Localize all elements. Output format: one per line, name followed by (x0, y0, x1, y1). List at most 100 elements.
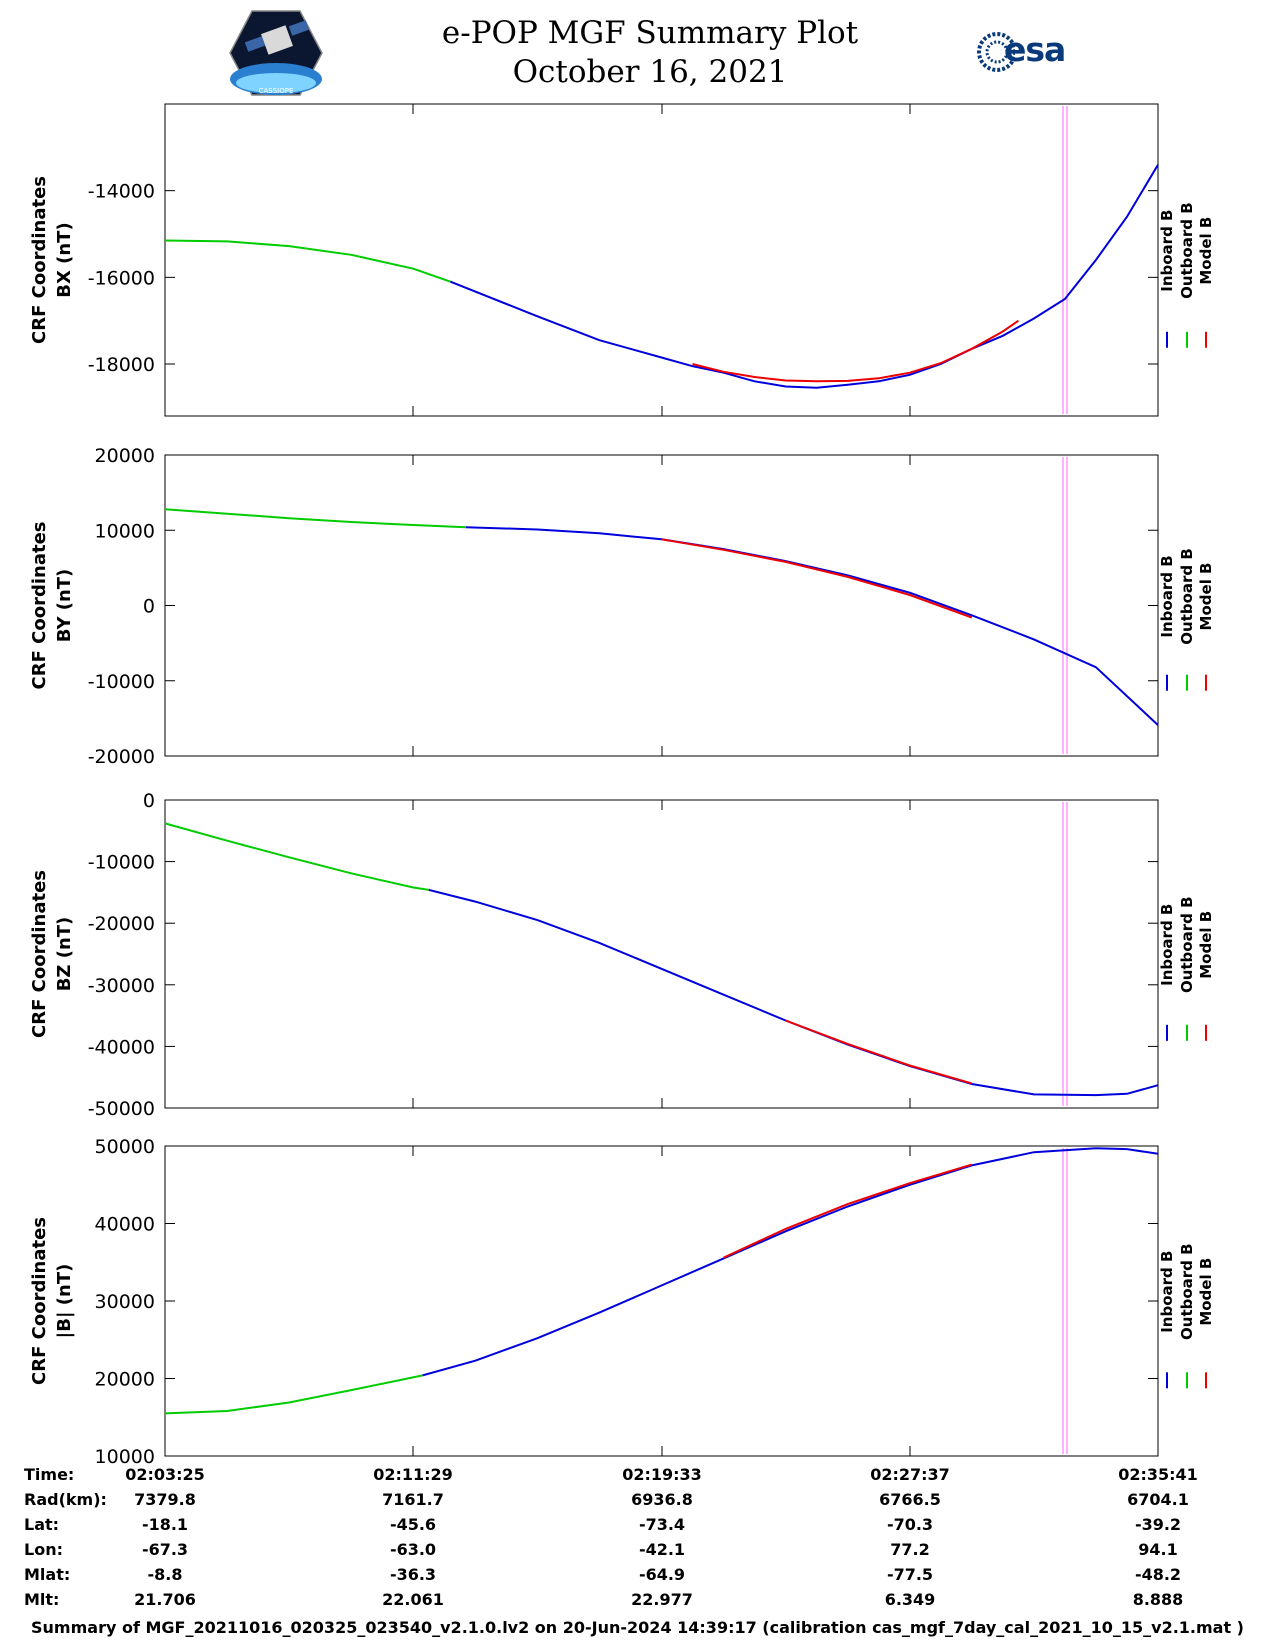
series-line-model-b (723, 1163, 973, 1259)
y-tick-label: 0 (143, 790, 155, 812)
ephemeris-value: -77.5 (886, 1565, 934, 1584)
y-tick-label: -20000 (88, 913, 155, 935)
y-axis-label: CRF Coordinates (29, 176, 50, 344)
panel-2: 20000 10000 0 -10000 -20000 CRF Coordinates BY… (29, 445, 1215, 768)
y-axis-label: CRF Coordinates (29, 522, 50, 690)
legend-label: Inboard B (1158, 1251, 1176, 1333)
y-tick-label: -16000 (88, 267, 155, 289)
legend-label: Outboard B (1178, 896, 1196, 993)
ephemeris-value: -48.2 (1134, 1565, 1182, 1584)
cassiope-logo: CASSIOPE (228, 9, 324, 97)
ephemeris-value: 6704.1 (1127, 1490, 1189, 1509)
panel-3: 0 -10000 -20000 -30000 -40000 -50000 CRF Coord… (29, 790, 1215, 1120)
y-axis-label: CRF Coordinates (29, 1217, 50, 1385)
legend-label: Inboard B (1158, 555, 1176, 637)
legend-label: Inboard B (1158, 210, 1176, 292)
ephemeris-value: 02:19:33 (622, 1465, 702, 1484)
ephemeris-row-label: Mlt: (24, 1590, 60, 1609)
legend-label: Model B (1197, 217, 1215, 285)
ephemeris-value: -39.2 (1134, 1515, 1182, 1534)
series-line-model-b (661, 538, 973, 619)
ephemeris-value: 6.349 (884, 1590, 936, 1609)
ephemeris-value: -42.1 (638, 1540, 686, 1559)
ephemeris-value: -18.1 (141, 1515, 189, 1534)
ephemeris-value: -67.3 (141, 1540, 189, 1559)
ephemeris-value: -63.0 (389, 1540, 437, 1559)
ephemeris-row-label: Mlat: (24, 1565, 71, 1584)
ephemeris-value: 22.061 (382, 1590, 444, 1609)
y-axis-label: BZ (nT) (54, 917, 75, 992)
ephemeris-value: -36.3 (389, 1565, 437, 1584)
legend-label: Outboard B (1178, 548, 1196, 645)
ephemeris-value: 02:03:25 (125, 1465, 205, 1484)
ephemeris-value: 02:35:41 (1118, 1465, 1198, 1484)
y-tick-label: -10000 (88, 671, 155, 693)
ephemeris-value: -70.3 (886, 1515, 934, 1534)
series-line-inboard-b (465, 526, 1159, 726)
ephemeris-row-label: Time: (24, 1465, 75, 1484)
y-tick-label: 30000 (95, 1291, 155, 1313)
plot-frame (164, 1145, 1159, 1457)
series-line-inboard-b (422, 1147, 1159, 1377)
y-tick-label: 10000 (95, 1446, 155, 1468)
y-tick-label: -50000 (88, 1098, 155, 1120)
legend-label: Outboard B (1178, 202, 1196, 299)
series-line-inboard-b (450, 164, 1159, 389)
ephemeris-value: 8.888 (1132, 1590, 1184, 1609)
page-date: October 16, 2021 (512, 54, 788, 90)
esa-logo (975, 30, 1095, 74)
page-title: e-POP MGF Summary Plot (441, 15, 859, 51)
y-tick-label: -30000 (88, 975, 155, 997)
series-line-outboard-b (164, 822, 429, 891)
series-line-outboard-b (164, 239, 451, 283)
ephemeris-row-label: Rad(km): (24, 1490, 107, 1509)
legend-label: Model B (1197, 1258, 1215, 1326)
y-tick-label: -40000 (88, 1036, 155, 1058)
footer-summary: Summary of MGF_20211016_020325_023540_v2… (31, 1618, 1244, 1637)
y-axis-label: CRF Coordinates (29, 870, 50, 1038)
y-axis-label: BX (nT) (54, 222, 75, 297)
esa-logo-text: esa (1004, 30, 1066, 69)
ephemeris-value: 21.706 (134, 1590, 196, 1609)
y-tick-label: -10000 (88, 852, 155, 874)
legend-label: Model B (1197, 911, 1215, 979)
series-line-inboard-b (428, 888, 1159, 1097)
ephemeris-value: -45.6 (389, 1515, 437, 1534)
y-axis-label: BY (nT) (54, 569, 75, 643)
ephemeris-value: 02:11:29 (373, 1465, 453, 1484)
ephemeris-row-label: Lon: (24, 1540, 63, 1559)
plot-frame (164, 454, 1159, 757)
ephemeris-value: 02:27:37 (870, 1465, 950, 1484)
ephemeris-value: 77.2 (890, 1540, 930, 1559)
ephemeris-value: -64.9 (638, 1565, 686, 1584)
panel-4: 50000 40000 30000 20000 10000 CRF Coordinates… (29, 1136, 1215, 1468)
y-tick-label: 20000 (95, 445, 155, 467)
title-block: e-POP MGF Summary Plot October 16, 2021 (380, 14, 920, 92)
legend-label: Outboard B (1178, 1243, 1196, 1340)
series-line-model-b (692, 319, 1019, 383)
legend-label: Inboard B (1158, 904, 1176, 986)
ephemeris-value: 7379.8 (134, 1490, 196, 1509)
legend-label: Model B (1197, 562, 1215, 630)
ephemeris-value: 94.1 (1138, 1540, 1178, 1559)
ephemeris-value: 6766.5 (879, 1490, 941, 1509)
y-tick-label: 20000 (95, 1369, 155, 1391)
y-tick-label: 40000 (95, 1214, 155, 1236)
ephemeris-value: 22.977 (631, 1590, 693, 1609)
panel-1: -14000 -16000 -18000 CRF Coordinates BX (nT)… (29, 103, 1215, 417)
y-tick-label: -20000 (88, 746, 155, 768)
ephemeris-value: 6936.8 (631, 1490, 693, 1509)
logo-left-text: CASSIOPE (259, 87, 294, 95)
ephemeris-row-label: Lat: (24, 1515, 60, 1534)
y-tick-label: 10000 (95, 520, 155, 542)
ephemeris-value: -8.8 (147, 1565, 183, 1584)
ephemeris-value: 7161.7 (382, 1490, 444, 1509)
y-tick-label: 50000 (95, 1136, 155, 1158)
plot-frame (164, 799, 1159, 1109)
y-tick-label: -14000 (88, 181, 155, 203)
y-axis-label: |B| (nT) (54, 1264, 75, 1339)
ephemeris-value: -73.4 (638, 1515, 686, 1534)
series-line-model-b (785, 1019, 973, 1085)
plot-frame (164, 103, 1159, 417)
